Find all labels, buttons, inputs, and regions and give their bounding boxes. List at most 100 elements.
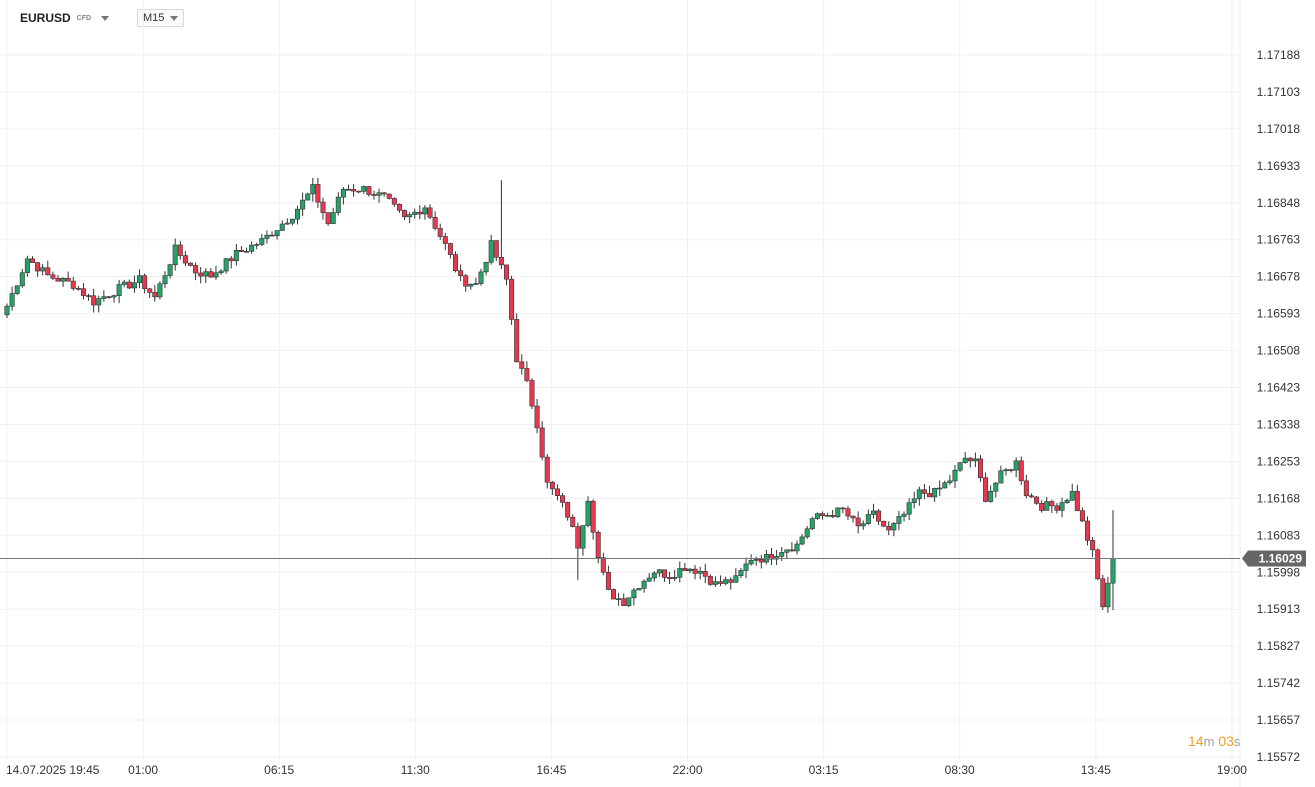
y-tick-label: 1.15913 xyxy=(1257,602,1301,616)
candle-body xyxy=(937,487,943,490)
candle xyxy=(442,232,448,251)
candle-body xyxy=(952,469,958,482)
candle xyxy=(198,267,204,284)
y-tick-label: 1.16763 xyxy=(1257,233,1301,247)
symbol-selector[interactable]: EURUSD CFD xyxy=(20,11,110,25)
candle-body xyxy=(565,502,571,518)
candle-body xyxy=(549,481,555,490)
candle xyxy=(1085,516,1091,546)
candle-body xyxy=(886,525,892,531)
candle-body xyxy=(667,577,673,579)
x-tick-label: 11:30 xyxy=(401,763,430,777)
candle xyxy=(437,223,443,240)
candle-body xyxy=(223,258,229,272)
candle-body xyxy=(988,490,994,502)
candle xyxy=(733,568,739,583)
candle-body xyxy=(911,498,917,503)
y-tick-label: 1.15657 xyxy=(1257,713,1301,727)
candle xyxy=(1064,498,1070,504)
candle-body xyxy=(621,598,627,607)
candle xyxy=(692,565,698,580)
countdown-minutes: 14 xyxy=(1188,733,1204,749)
candle-body xyxy=(386,193,392,199)
candle xyxy=(819,511,825,520)
candle-body xyxy=(677,568,683,578)
candle xyxy=(952,465,958,489)
candle xyxy=(1003,468,1009,476)
candles xyxy=(4,177,1116,613)
candle-body xyxy=(707,575,713,585)
candle xyxy=(687,568,693,574)
candle xyxy=(937,480,943,497)
candle xyxy=(60,277,66,287)
candle xyxy=(427,204,433,220)
candle xyxy=(554,484,560,501)
candle xyxy=(977,455,983,482)
candle-body xyxy=(126,281,132,289)
y-tick-label: 1.16423 xyxy=(1257,381,1301,395)
current-price-label: 1.16029 xyxy=(1259,551,1303,565)
candle xyxy=(453,251,459,273)
candle-body xyxy=(289,218,295,224)
candle xyxy=(605,565,611,591)
candle-body xyxy=(498,256,504,266)
candle xyxy=(351,184,357,197)
candle xyxy=(223,258,229,274)
candle-body xyxy=(40,267,46,272)
candle xyxy=(789,542,795,552)
candle xyxy=(702,563,708,584)
candle-body xyxy=(335,196,341,213)
countdown-seconds-unit: s xyxy=(1233,734,1241,749)
candle xyxy=(667,571,673,585)
candle xyxy=(1039,500,1045,513)
candle-body xyxy=(86,295,92,297)
candle-body xyxy=(325,212,331,224)
timeframe-selector[interactable]: M15 xyxy=(137,9,185,27)
candle xyxy=(932,487,938,502)
candle-body xyxy=(244,250,250,253)
candle-body xyxy=(427,207,433,218)
x-tick-label: 16:45 xyxy=(536,763,566,777)
candle-body xyxy=(284,222,290,225)
candle-body xyxy=(187,262,193,266)
candle xyxy=(560,492,566,508)
candle xyxy=(345,184,351,191)
candle-body xyxy=(453,254,459,271)
candle-body xyxy=(371,194,377,196)
candle-body xyxy=(249,244,255,252)
candle-body xyxy=(264,234,270,239)
candle xyxy=(488,234,494,265)
candle xyxy=(493,240,499,262)
candle-body xyxy=(315,184,321,203)
candle xyxy=(295,205,301,225)
candle xyxy=(998,465,1004,484)
candle xyxy=(386,193,392,200)
candle-body xyxy=(901,513,907,517)
candle-body xyxy=(758,559,764,563)
candle xyxy=(269,231,275,237)
candle xyxy=(809,516,815,531)
candle xyxy=(203,268,209,283)
candle-body xyxy=(809,518,815,530)
candle xyxy=(641,579,647,593)
candle xyxy=(835,507,841,519)
candle-body xyxy=(351,189,357,192)
candle-body xyxy=(957,462,963,471)
candle-body xyxy=(478,271,484,284)
candle xyxy=(412,208,418,219)
candle xyxy=(106,295,112,299)
candle xyxy=(361,185,367,194)
candle-body xyxy=(998,470,1004,484)
candle xyxy=(621,593,627,607)
candle-body xyxy=(733,575,739,583)
candle-body xyxy=(101,296,107,299)
current-price-line: 1.16029 xyxy=(0,550,1306,567)
candle-body xyxy=(712,581,718,585)
candle xyxy=(320,197,326,220)
candle xyxy=(962,451,968,464)
candle xyxy=(814,512,820,520)
candle xyxy=(748,554,754,566)
candle xyxy=(131,275,137,293)
candle-body xyxy=(1034,496,1040,504)
